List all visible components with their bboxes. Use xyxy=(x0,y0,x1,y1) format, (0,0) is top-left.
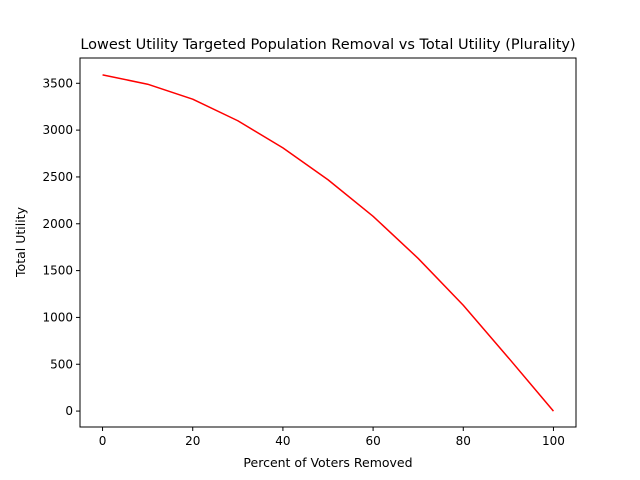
y-axis: 0 500 1000 1500 2000 2500 3000 3500 xyxy=(42,76,80,418)
y-tick-label: 3500 xyxy=(42,76,73,90)
y-axis-label: Total Utility xyxy=(13,206,28,278)
y-tick-label: 2500 xyxy=(42,170,73,184)
plot-area xyxy=(102,74,555,412)
y-tick-label: 500 xyxy=(50,357,73,371)
x-tick-label: 40 xyxy=(275,434,290,448)
x-axis-label: Percent of Voters Removed xyxy=(243,455,412,470)
x-tick-label: 100 xyxy=(542,434,565,448)
y-tick-label: 1000 xyxy=(42,310,73,324)
x-axis: 0 20 40 60 80 100 xyxy=(99,427,565,448)
plot-frame xyxy=(79,57,577,428)
x-tick-label: 80 xyxy=(456,434,471,448)
x-tick-label: 0 xyxy=(99,434,107,448)
series-line xyxy=(102,74,555,412)
x-tick-label: 20 xyxy=(185,434,200,448)
y-tick-label: 2000 xyxy=(42,217,73,231)
y-tick-label: 0 xyxy=(65,404,73,418)
y-tick-label: 1500 xyxy=(42,264,73,278)
x-tick-label: 60 xyxy=(365,434,380,448)
chart-title: Lowest Utility Targeted Population Remov… xyxy=(80,37,575,53)
y-tick-label: 3000 xyxy=(42,123,73,137)
